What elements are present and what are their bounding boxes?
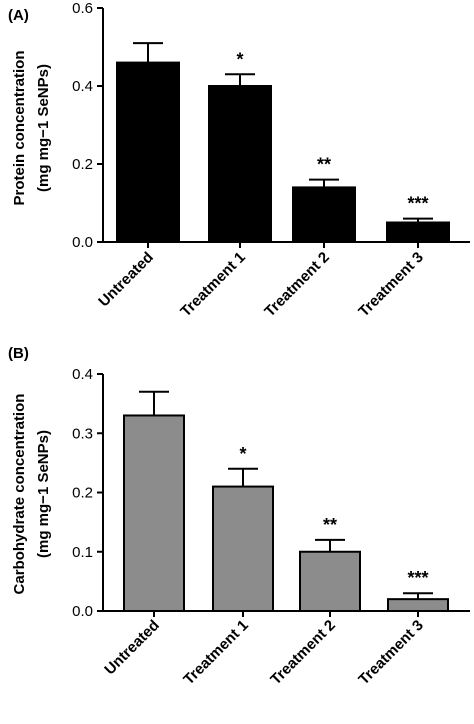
y-axis-title-units: (mg mg−1 SeNPs): [35, 430, 52, 558]
y-tick-label: 0.0: [72, 234, 93, 251]
x-category-label-2: Treatment 1: [180, 617, 252, 689]
bar-1: [116, 61, 180, 243]
panel-label: (A): [8, 7, 29, 24]
x-category-label-2: Treatment 1: [177, 249, 249, 321]
bar-4: [386, 221, 450, 243]
bar-3: [292, 186, 356, 243]
x-category-label-4: Treatment 3: [355, 617, 427, 689]
y-axis-title: Carbohydrate concentration: [11, 394, 28, 595]
bar-3: [299, 550, 361, 612]
y-tick-label: 0.0: [72, 603, 93, 620]
chart-panel-2: (B) Carbohydrate concentration (mg mg−1 Se…: [8, 345, 470, 688]
significance-label-3: **: [317, 155, 331, 175]
x-category-label-3: Treatment 2: [267, 617, 339, 689]
x-category-label-1: Untreated: [95, 249, 157, 311]
y-axis-title: Protein concentration: [11, 50, 28, 205]
y-axis-title-units: (mg mg−1 SeNPs): [35, 64, 52, 192]
x-category-label-3: Treatment 2: [261, 249, 333, 321]
panel-label: (B): [8, 345, 29, 362]
y-tick-label: 0.6: [72, 0, 93, 17]
y-tick-label: 0.2: [72, 485, 93, 502]
bar-2: [208, 85, 272, 243]
y-tick-label: 0.4: [72, 78, 93, 95]
x-category-label-4: Treatment 3: [355, 249, 427, 321]
y-tick-label: 0.3: [72, 425, 93, 442]
y-tick-label: 0.1: [72, 544, 93, 561]
bar-1: [123, 414, 185, 612]
significance-label-4: ***: [407, 194, 428, 214]
significance-label-3: **: [323, 515, 337, 535]
significance-label-2: *: [236, 49, 243, 69]
bar-4: [387, 598, 449, 613]
x-category-label-1: Untreated: [101, 617, 163, 679]
significance-label-2: *: [239, 444, 246, 464]
significance-label-4: ***: [407, 568, 428, 588]
y-tick-label: 0.4: [72, 366, 93, 383]
y-tick-label: 0.2: [72, 156, 93, 173]
chart-panel-1: (A) Protein concentration (mg mg−1 SeNPs) 0…: [8, 0, 470, 320]
bar-2: [212, 485, 274, 613]
